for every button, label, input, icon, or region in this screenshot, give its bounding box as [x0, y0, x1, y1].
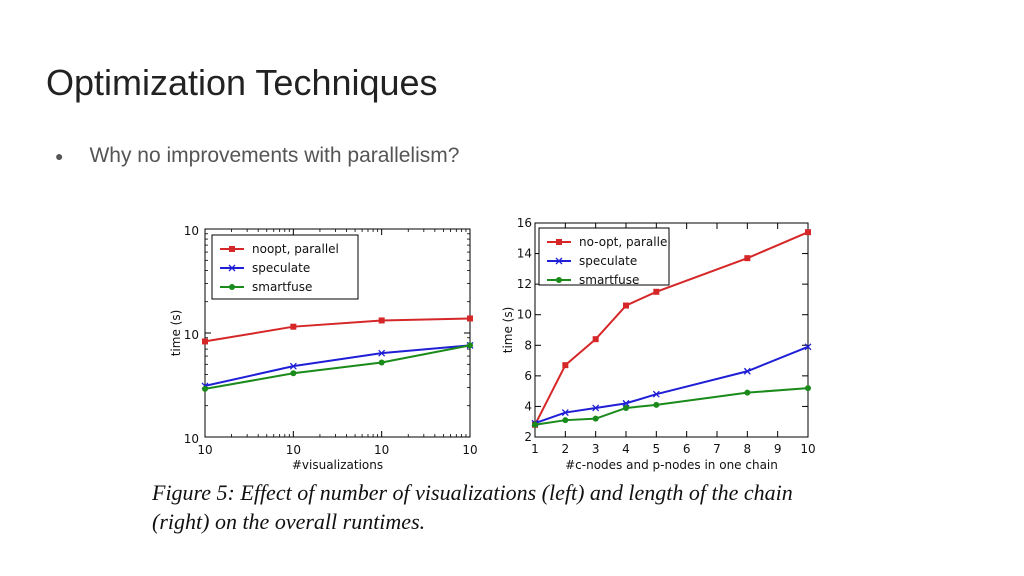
x-tick-label: 10 — [462, 443, 477, 457]
legend-label: smartfuse — [579, 273, 639, 287]
y-tick-label: 16 — [517, 216, 532, 230]
data-point — [622, 399, 630, 407]
legend-marker — [556, 277, 562, 283]
data-point — [378, 317, 385, 324]
data-point — [562, 417, 569, 424]
legend: no-opt, parallel speculate smartfuse — [538, 227, 671, 287]
data-point — [805, 229, 811, 236]
data-point — [561, 409, 569, 417]
x-tick-label: 2 — [562, 442, 570, 456]
legend-label: noopt, parallel — [252, 242, 339, 256]
y-tick-label: 10 — [517, 308, 532, 322]
data-point — [623, 302, 629, 309]
data-point — [592, 336, 599, 343]
x-tick-label: 5 — [653, 442, 661, 456]
data-point — [202, 385, 208, 392]
legend-label: smartfuse — [252, 280, 312, 294]
data-point — [290, 370, 297, 377]
data-point — [623, 404, 629, 411]
data-point — [378, 359, 385, 366]
x-tick-label: 4 — [622, 442, 630, 456]
y-tick-label: 10 — [184, 328, 199, 342]
x-tick-label: 10 — [374, 443, 389, 457]
legend-marker — [229, 284, 235, 290]
data-point — [652, 390, 660, 398]
data-point — [592, 415, 599, 422]
data-point — [202, 338, 208, 345]
y-axis-label: time (s) — [501, 307, 515, 354]
series-3 — [532, 385, 811, 428]
x-axis-label: #c-nodes and p-nodes in one chain — [565, 458, 778, 472]
data-point — [653, 401, 660, 408]
data-point — [744, 255, 751, 262]
legend-marker — [556, 239, 562, 245]
series-line — [204, 344, 471, 390]
y-tick-label: 10 — [184, 432, 199, 446]
x-tick-label: 7 — [713, 442, 721, 456]
data-point — [290, 323, 297, 330]
bullet-dot-icon: ● — [55, 148, 64, 164]
x-tick-label: 10 — [800, 442, 815, 456]
data-point — [467, 315, 473, 322]
series-line — [534, 387, 809, 426]
data-point — [804, 343, 812, 351]
legend-marker — [229, 246, 235, 252]
legend-box — [538, 227, 670, 286]
series-line — [534, 345, 809, 425]
y-tick-label: 6 — [524, 369, 532, 383]
data-point — [467, 342, 473, 349]
bullet-item: ● Why no improvements with parallelism? — [55, 144, 459, 168]
series-line — [204, 317, 471, 343]
y-tick-label: 12 — [517, 277, 532, 291]
x-tick-label: 10 — [286, 443, 301, 457]
x-tick-label: 3 — [592, 442, 600, 456]
data-point — [653, 288, 660, 295]
y-tick-label: 14 — [517, 247, 532, 261]
y-axis-label: time (s) — [169, 310, 183, 357]
x-tick-label: 10 — [197, 443, 212, 457]
y-tick-label: 4 — [524, 399, 532, 413]
data-point — [289, 362, 297, 370]
bullet-text: Why no improvements with parallelism? — [89, 144, 460, 167]
data-point — [592, 404, 600, 412]
series-line — [204, 344, 471, 387]
x-tick-label: 9 — [774, 442, 782, 456]
data-point — [562, 362, 569, 369]
x-tick-label: 6 — [683, 442, 691, 456]
legend-marker — [228, 264, 236, 272]
plot-frame — [534, 222, 809, 438]
data-point — [378, 349, 386, 357]
legend-label: no-opt, parallel — [579, 235, 671, 249]
legend: noopt, parallel speculate smartfuse — [211, 234, 359, 300]
y-tick-label: 10 — [184, 224, 199, 238]
legend-label: speculate — [252, 261, 310, 275]
chart-left: 101102103104100101102#visualizationstime… — [169, 224, 478, 472]
y-tick-label: 2 — [524, 430, 532, 444]
data-point — [805, 385, 811, 392]
x-axis-label: #visualizations — [292, 458, 383, 472]
slide-title: Optimization Techniques — [46, 62, 438, 103]
legend-label: speculate — [579, 254, 637, 268]
x-tick-label: 8 — [744, 442, 752, 456]
x-tick-label: 1 — [531, 442, 539, 456]
data-point — [532, 421, 538, 428]
data-point — [743, 367, 751, 375]
legend-marker — [555, 257, 563, 265]
series-1 — [202, 315, 473, 345]
series-2 — [531, 343, 812, 427]
series-3 — [202, 342, 473, 392]
figure-caption: Figure 5: Effect of number of visualizat… — [152, 480, 793, 534]
data-point — [744, 389, 751, 396]
y-tick-label: 8 — [524, 338, 532, 352]
